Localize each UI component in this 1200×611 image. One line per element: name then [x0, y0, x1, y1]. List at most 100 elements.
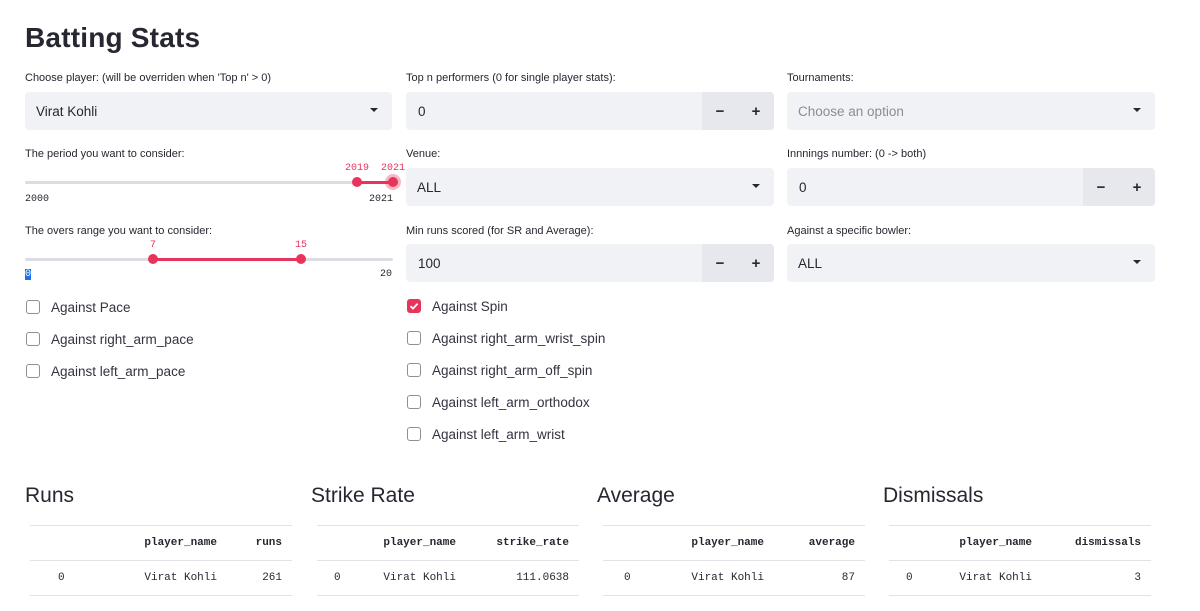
overs-low-value: 7 — [150, 240, 157, 251]
overs-slider[interactable]: 7 15 0 20 — [25, 237, 395, 287]
index-header — [30, 525, 72, 561]
innings-input[interactable]: 0 − + — [787, 168, 1155, 206]
row-index: 0 — [603, 560, 635, 596]
index-header — [603, 525, 635, 561]
overs-fill — [153, 258, 300, 261]
runs-cell: 261 — [218, 560, 292, 596]
player-select[interactable]: Virat Kohli — [25, 92, 392, 130]
table-row: 0 Virat Kohli 3 — [889, 560, 1151, 596]
strike-rate-cell: 111.0638 — [457, 560, 579, 596]
checkbox-box[interactable] — [26, 332, 40, 346]
player-name-cell: Virat Kohli — [921, 560, 1033, 596]
table-header-row: player_name strike_rate — [317, 525, 579, 561]
decrement-button[interactable]: − — [715, 254, 725, 272]
decrement-button[interactable]: − — [715, 102, 725, 120]
checkbox-box[interactable] — [26, 364, 40, 378]
period-fill — [357, 181, 393, 184]
period-slider-label: The period you want to consider: — [25, 148, 185, 160]
bowler-select[interactable]: ALL — [787, 244, 1155, 282]
player-name-cell: Virat Kohli — [635, 560, 765, 596]
runs-header: runs — [218, 525, 292, 561]
table-row: 0 Virat Kohli 111.0638 — [317, 560, 579, 596]
average-header: average — [765, 525, 865, 561]
tournaments-select[interactable]: Choose an option — [787, 92, 1155, 130]
player-name-header: player_name — [349, 525, 457, 561]
top-n-input[interactable]: 0 − + — [406, 92, 774, 130]
min-runs-value: 100 — [418, 255, 441, 271]
runs-section: Runs player_name runs 0 Virat Kohli 261 — [25, 484, 295, 596]
row-index: 0 — [889, 560, 921, 596]
dismissals-header: dismissals — [1033, 525, 1151, 561]
checkbox-box[interactable] — [407, 299, 421, 313]
checkbox-against-left-arm-pace[interactable]: Against left_arm_pace — [26, 361, 194, 381]
overs-low-thumb[interactable] — [148, 254, 158, 264]
table-header-row: player_name average — [603, 525, 865, 561]
checkbox-against-left-arm-orthodox[interactable]: Against left_arm_orthodox — [407, 392, 605, 412]
checkbox-box[interactable] — [407, 363, 421, 377]
pace-checkbox-group: Against Pace Against right_arm_pace Agai… — [26, 297, 194, 381]
decrement-button[interactable]: − — [1096, 178, 1106, 196]
runs-table: player_name runs 0 Virat Kohli 261 — [30, 525, 292, 596]
strike-rate-section: Strike Rate player_name strike_rate 0 Vi… — [311, 484, 581, 596]
checkbox-box[interactable] — [407, 331, 421, 345]
player-name-cell: Virat Kohli — [349, 560, 457, 596]
checkbox-against-pace[interactable]: Against Pace — [26, 297, 194, 317]
period-low-value: 2019 — [345, 163, 370, 174]
average-cell: 87 — [765, 560, 865, 596]
checkbox-against-right-arm-wrist-spin[interactable]: Against right_arm_wrist_spin — [407, 328, 605, 348]
min-runs-input[interactable]: 100 − + — [406, 244, 774, 282]
chevron-down-icon — [1133, 260, 1141, 264]
chevron-down-icon — [752, 184, 760, 188]
top-n-value: 0 — [418, 103, 426, 119]
tournaments-placeholder: Choose an option — [798, 103, 904, 119]
increment-button[interactable]: + — [751, 254, 761, 272]
overs-min-tick: 0 — [25, 269, 32, 280]
bowler-select-value: ALL — [798, 255, 823, 271]
overs-high-value: 15 — [295, 240, 308, 251]
innings-stepper: − + — [1083, 168, 1155, 206]
checkbox-label: Against Spin — [432, 298, 508, 314]
checkbox-box[interactable] — [407, 427, 421, 441]
period-low-thumb[interactable] — [352, 177, 362, 187]
top-n-stepper: − + — [702, 92, 774, 130]
overs-slider-label: The overs range you want to consider: — [25, 225, 213, 237]
top-n-label: Top n performers (0 for single player st… — [406, 72, 616, 84]
overs-high-thumb[interactable] — [296, 254, 306, 264]
checkbox-against-spin[interactable]: Against Spin — [407, 296, 605, 316]
checkbox-against-right-arm-off-spin[interactable]: Against right_arm_off_spin — [407, 360, 605, 380]
checkbox-label: Against right_arm_off_spin — [432, 362, 593, 378]
checkbox-label: Against right_arm_wrist_spin — [432, 330, 606, 346]
tournaments-label: Tournaments: — [787, 72, 854, 84]
min-runs-stepper: − + — [702, 244, 774, 282]
period-high-thumb[interactable] — [388, 177, 398, 187]
innings-value: 0 — [799, 179, 807, 195]
period-high-value: 2021 — [381, 163, 406, 174]
checkbox-against-left-arm-wrist[interactable]: Against left_arm_wrist — [407, 424, 605, 444]
spin-checkbox-group: Against Spin Against right_arm_wrist_spi… — [407, 296, 605, 444]
table-header-row: player_name dismissals — [889, 525, 1151, 561]
strike-rate-header: strike_rate — [457, 525, 579, 561]
venue-select[interactable]: ALL — [406, 168, 774, 206]
checkbox-against-right-arm-pace[interactable]: Against right_arm_pace — [26, 329, 194, 349]
player-select-label: Choose player: (will be overriden when '… — [25, 72, 272, 84]
average-heading: Average — [597, 484, 675, 507]
row-index: 0 — [30, 560, 72, 596]
chevron-down-icon — [370, 108, 378, 112]
increment-button[interactable]: + — [751, 102, 761, 120]
period-track — [25, 181, 393, 184]
page-title: Batting Stats — [25, 22, 201, 53]
checkbox-label: Against left_arm_orthodox — [432, 394, 590, 410]
period-min-tick: 2000 — [25, 194, 50, 205]
checkbox-box[interactable] — [407, 395, 421, 409]
table-row: 0 Virat Kohli 261 — [30, 560, 292, 596]
checkbox-label: Against Pace — [51, 299, 131, 315]
strike-rate-table: player_name strike_rate 0 Virat Kohli 11… — [317, 525, 579, 596]
average-table: player_name average 0 Virat Kohli 87 — [603, 525, 865, 596]
overs-max-tick: 20 — [380, 269, 393, 280]
checkbox-box[interactable] — [26, 300, 40, 314]
index-header — [317, 525, 349, 561]
player-select-value: Virat Kohli — [36, 103, 98, 119]
period-slider[interactable]: 2019 2021 2000 2021 — [25, 160, 405, 210]
player-name-header: player_name — [921, 525, 1033, 561]
increment-button[interactable]: + — [1132, 178, 1142, 196]
